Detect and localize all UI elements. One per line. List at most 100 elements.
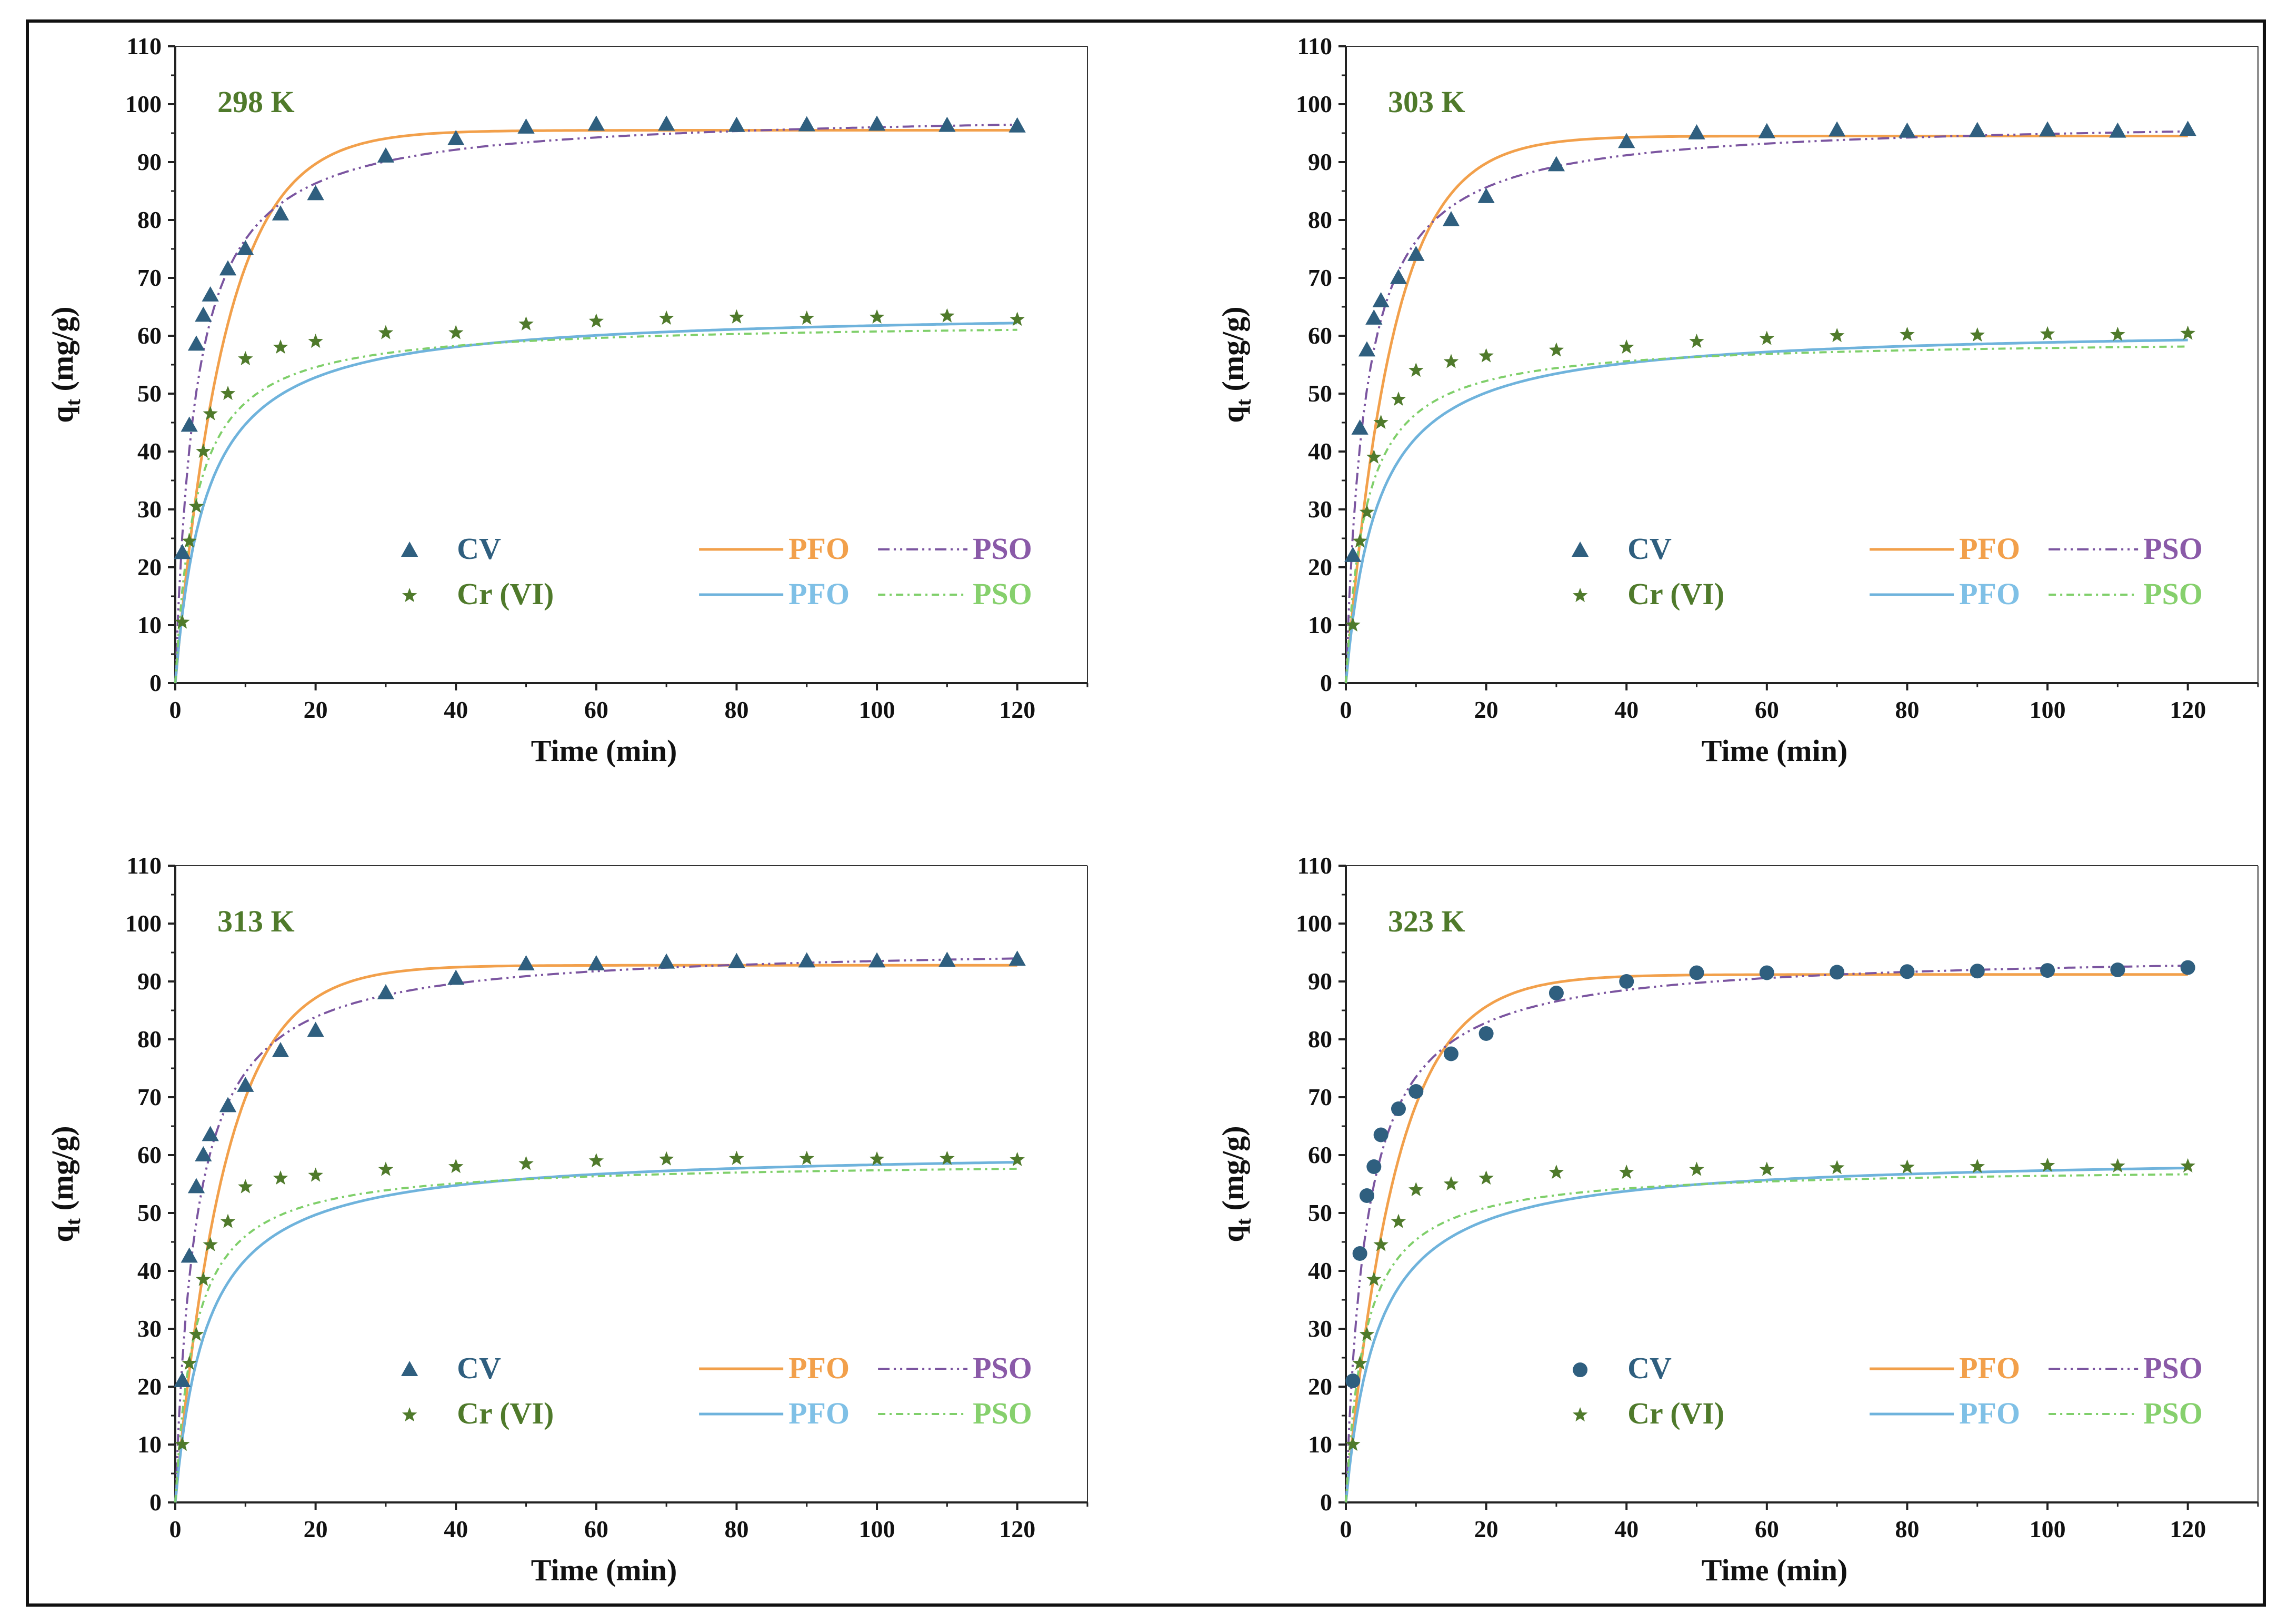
x-tick-label: 0 (169, 1516, 182, 1542)
cr-data-point (182, 1356, 197, 1370)
cv-data-point (174, 1372, 191, 1387)
x-tick-label: 20 (1474, 1516, 1498, 1542)
y-axis-label-unit: (mg/g) (45, 306, 79, 399)
cv-data-point (1373, 1127, 1388, 1142)
cv-data-point (2039, 121, 2056, 137)
cv-data-point (219, 1097, 237, 1112)
y-tick-label: 70 (1308, 1084, 1332, 1110)
cv-data-point (1759, 965, 1774, 980)
cr-data-point (1359, 1327, 1375, 1341)
y-tick-label: 50 (1308, 1199, 1332, 1226)
y-axis-label-subscript: t (1232, 398, 1255, 406)
cv-data-point (1390, 269, 1407, 284)
cv-data-point (1365, 309, 1383, 325)
cv-data-point (1443, 1046, 1458, 1061)
y-tick-label: 100 (125, 910, 162, 937)
cr-data-point (1352, 1356, 1367, 1370)
cr-data-point (658, 310, 674, 325)
cv-data-point (1829, 121, 1846, 137)
cv-data-point (1366, 1159, 1382, 1174)
legend: CV Cr (VI) PFO PSO PFO PSO (1572, 1351, 2203, 1430)
cr-pfo-curve (174, 322, 1017, 684)
legend-cv-pfo-label: PFO (788, 1351, 850, 1385)
cv-data-point (1352, 1246, 1367, 1261)
cr-pfo-curve (1344, 1167, 2188, 1503)
legend: CV Cr (VI) PFO PSO PFO PSO (401, 1351, 1032, 1430)
y-tick-label: 80 (137, 1026, 162, 1052)
y-axis-label-subscript: t (1232, 1218, 1255, 1225)
cr-data-point (799, 1150, 814, 1165)
cr-data-point (1970, 1159, 1985, 1174)
y-tick-label: 20 (1308, 554, 1332, 580)
x-tick-label: 120 (999, 696, 1035, 723)
cr-data-point (1829, 1160, 1845, 1175)
cr-data-point (940, 308, 955, 323)
y-tick-label: 60 (137, 322, 162, 349)
cv-data-point (195, 1146, 212, 1161)
x-tick-label: 60 (1755, 1516, 1779, 1542)
y-axis-label-subscript: t (61, 1218, 85, 1225)
cr-data-point (1352, 533, 1367, 548)
y-tick-label: 50 (1308, 380, 1332, 407)
y-tick-label: 90 (1308, 968, 1332, 995)
cr-data-point (308, 334, 323, 348)
cv-data-point (377, 147, 395, 163)
legend-cr-marker (1572, 1407, 1588, 1422)
cv-data-point (2040, 963, 2055, 978)
cv-data-point (447, 969, 465, 985)
cr-data-point (448, 1159, 464, 1174)
y-axis-label-main: q (45, 1225, 79, 1242)
cv-data-point (1969, 122, 1986, 137)
cr-data-point (196, 1271, 211, 1286)
cv-data-point (1372, 292, 1390, 307)
x-tick-label: 80 (1895, 1516, 1919, 1542)
legend-cv-marker (401, 542, 418, 557)
y-axis-label-main: q (1216, 1225, 1250, 1242)
cv-data-point (728, 953, 745, 968)
legend-cv-label: CV (1627, 1351, 1672, 1385)
cr-data-point (1443, 1176, 1459, 1191)
legend-cv-marker (1573, 1362, 1588, 1378)
y-tick-label: 30 (137, 496, 162, 523)
y-tick-label: 50 (137, 1199, 162, 1226)
cv-data-point (1618, 133, 1635, 148)
cr-pfo-curve (1344, 338, 2188, 684)
legend-cr-label: Cr (VI) (1627, 1396, 1724, 1430)
x-tick-label: 100 (2030, 696, 2066, 723)
legend-cr-marker (402, 1407, 417, 1422)
panel-temperature-label: 303 K (1388, 85, 1465, 119)
cr-data-point (1373, 1237, 1388, 1251)
cv-data-point (1689, 965, 1704, 980)
cr-data-point (1366, 1271, 1382, 1286)
legend: CV Cr (VI) PFO PSO PFO PSO (1571, 532, 2203, 611)
cv-data-point (237, 240, 254, 255)
cv-data-point (195, 306, 212, 322)
cv-data-point (2110, 963, 2125, 977)
cr-data-point (940, 1150, 955, 1165)
x-tick-label: 40 (1614, 696, 1638, 723)
chart-panel-303-k: 0 10 20 30 40 50 60 70 80 90 100 110 0 20 40 60 80 100 120… (1216, 33, 2259, 768)
cr-pso-curve (174, 1167, 1017, 1503)
y-tick-label: 0 (149, 669, 162, 696)
cv-data-point (187, 335, 205, 351)
x-tick-label: 0 (169, 696, 182, 723)
legend-cr-pso-label: PSO (973, 1396, 1032, 1430)
cr-data-point (799, 310, 814, 325)
cv-data-point (1477, 188, 1495, 203)
panel-temperature-label: 313 K (217, 904, 295, 938)
cr-data-point (1759, 330, 1775, 345)
y-axis-label-main: q (45, 406, 79, 423)
cv-data-point (377, 984, 395, 999)
cv-data-point (272, 205, 289, 220)
y-tick-label: 30 (1308, 1315, 1332, 1342)
legend-cv-pfo-label: PFO (1959, 1351, 2020, 1385)
cr-data-point (448, 325, 464, 339)
cr-data-point (1391, 1214, 1406, 1228)
cr-data-point (1366, 449, 1382, 464)
cr-data-point (1443, 354, 1459, 368)
x-tick-label: 0 (1340, 1516, 1352, 1542)
legend-cr-label: Cr (VI) (457, 577, 554, 611)
